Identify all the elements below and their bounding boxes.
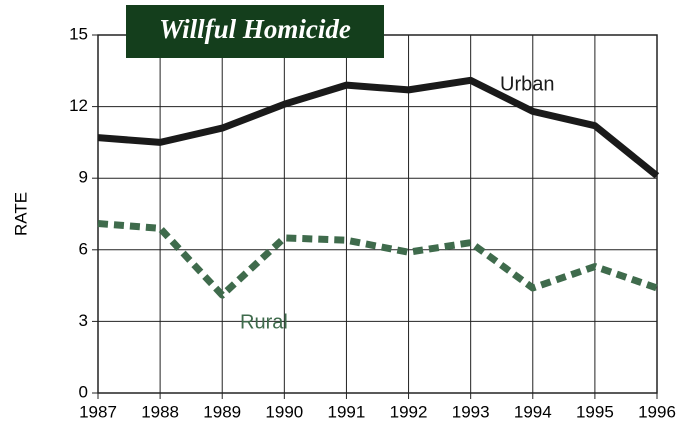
series-label: Urban (500, 73, 554, 95)
series-line (97, 220, 659, 299)
y-tick-label: 15 (69, 24, 88, 43)
series-line (97, 76, 660, 179)
x-tick-label: 1988 (141, 402, 179, 421)
x-tick-label: 1992 (390, 402, 428, 421)
y-tick-label: 0 (79, 382, 88, 401)
x-tick-label: 1996 (638, 402, 676, 421)
x-tick-label: 1989 (203, 402, 241, 421)
y-tick-label: 3 (79, 311, 88, 330)
y-tick-label: 12 (69, 96, 88, 115)
y-tick-label: 6 (79, 239, 88, 258)
x-tick-label: 1995 (576, 402, 614, 421)
x-tick-label: 1994 (514, 402, 552, 421)
x-tick-label: 1990 (265, 402, 303, 421)
x-tick-label: 1991 (328, 402, 366, 421)
y-tick-label: 9 (79, 168, 88, 187)
x-tick-label: 1993 (452, 402, 490, 421)
title-box (126, 5, 384, 58)
x-tick-label: 1987 (79, 402, 117, 421)
series-label: Rural (240, 311, 288, 333)
chart-title: Willful Homicide (159, 14, 351, 44)
y-axis-label: RATE (11, 192, 30, 236)
